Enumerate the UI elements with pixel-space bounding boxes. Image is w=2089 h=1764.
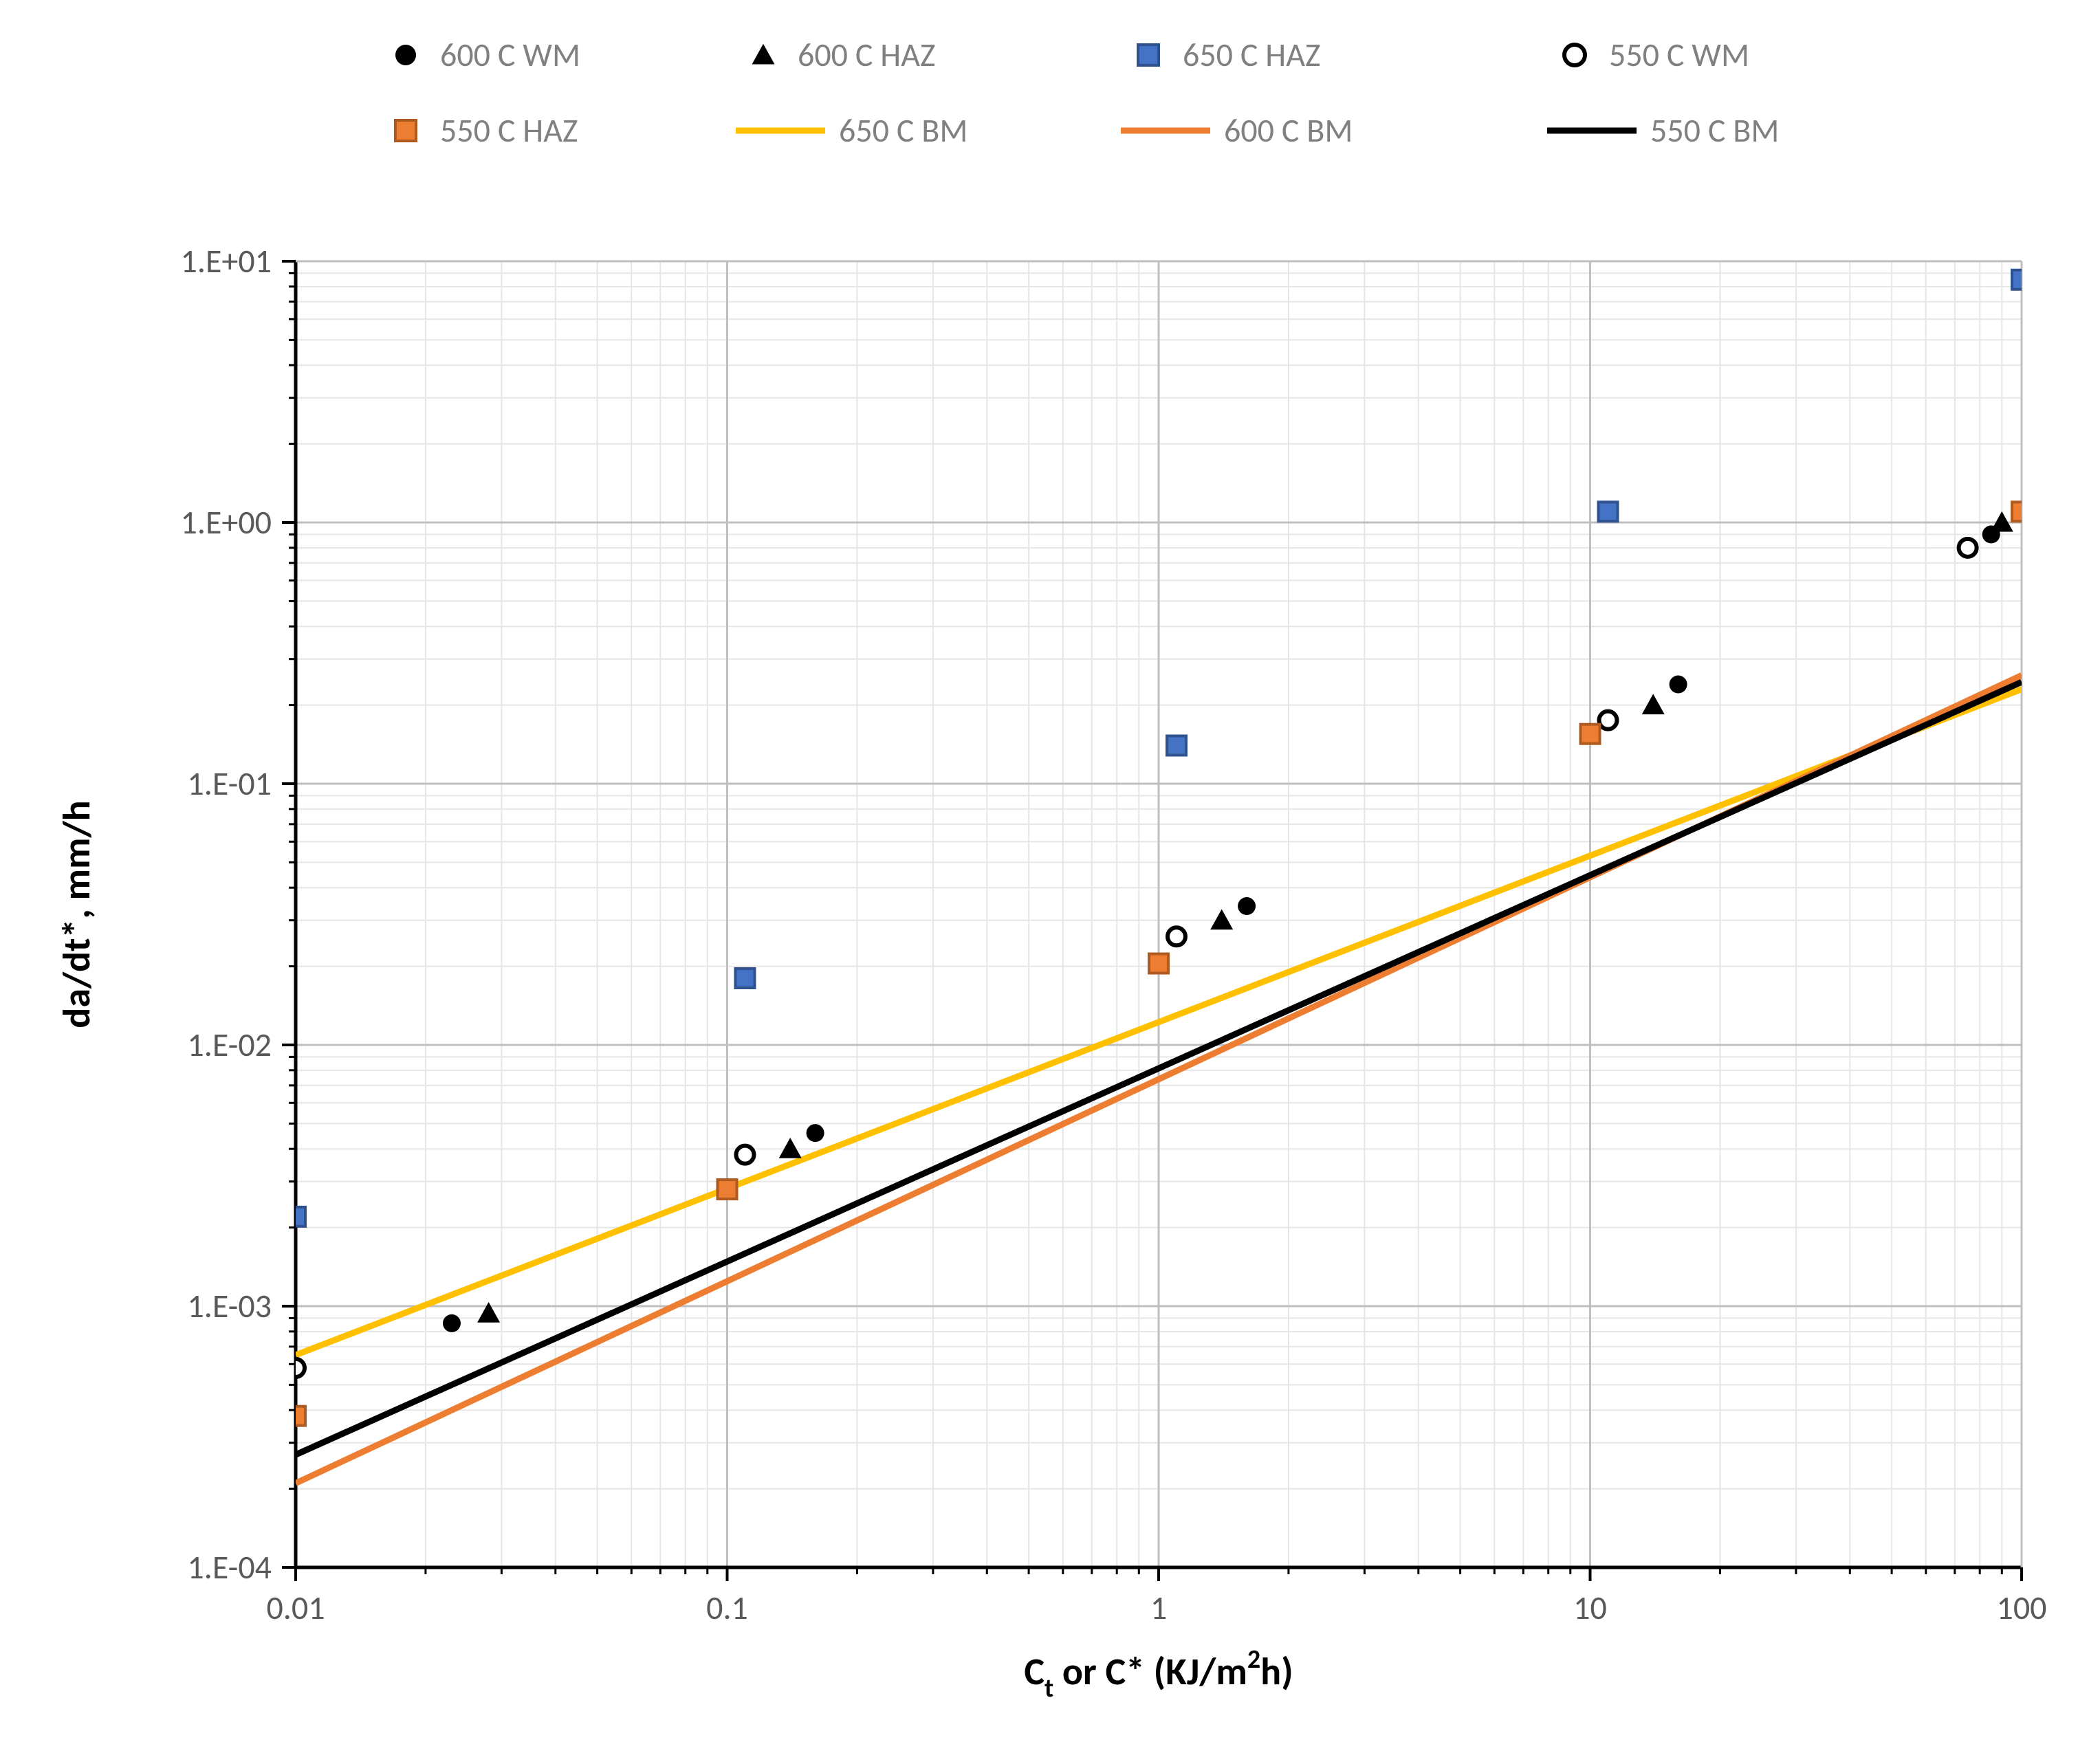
x-tick-label: 100: [1997, 1587, 2047, 1628]
creep-crack-growth-chart: 0.01 0.1 1 10 100 1.E-04 1.E-03 1.E-02 1.E-01 1.E…: [0, 0, 2089, 1764]
legend: 600 C WM 600 C HAZ 650 C HAZ 550 C WM 550 C …: [395, 34, 1779, 151]
legend-item: 650 C HAZ: [1138, 34, 1320, 75]
legend-label: 650 C BM: [839, 110, 967, 151]
y-tick-label: 1.E-04: [187, 1547, 272, 1587]
legend-label: 600 C BM: [1224, 110, 1353, 151]
legend-label: 600 C WM: [440, 34, 580, 75]
legend-label: 550 C BM: [1650, 110, 1779, 151]
y-tick-label: 1.E+01: [181, 241, 272, 281]
y-tick-label: 1.E-02: [187, 1024, 272, 1065]
y-tick-label: 1.E+00: [181, 502, 272, 542]
legend-label: 550 C HAZ: [440, 110, 578, 151]
legend-label: 550 C WM: [1609, 34, 1749, 75]
y-tick-label: 1.E-03: [187, 1286, 272, 1326]
y-axis-title: da/dt*, mm/h: [54, 800, 100, 1028]
legend-item: 600 C HAZ: [752, 34, 936, 75]
x-tick-label: 10: [1573, 1587, 1607, 1628]
legend-item: 600 C WM: [395, 34, 580, 75]
legend-item: 600 C BM: [1121, 110, 1353, 151]
x-axis-title: Ct or C* (KJ/m2h): [1024, 1644, 1293, 1704]
y-tick-label: 1.E-01: [187, 763, 272, 804]
legend-item: 650 C BM: [736, 110, 967, 151]
legend-label: 600 C HAZ: [798, 34, 935, 75]
x-tick-label: 0.01: [266, 1587, 325, 1628]
x-tick-label: 1: [1150, 1587, 1167, 1628]
legend-label: 650 C HAZ: [1183, 34, 1320, 75]
legend-item: 550 C BM: [1547, 110, 1779, 151]
x-tick-label: 0.1: [706, 1587, 748, 1628]
legend-item: 550 C WM: [1564, 34, 1749, 75]
legend-item: 550 C HAZ: [395, 110, 578, 151]
